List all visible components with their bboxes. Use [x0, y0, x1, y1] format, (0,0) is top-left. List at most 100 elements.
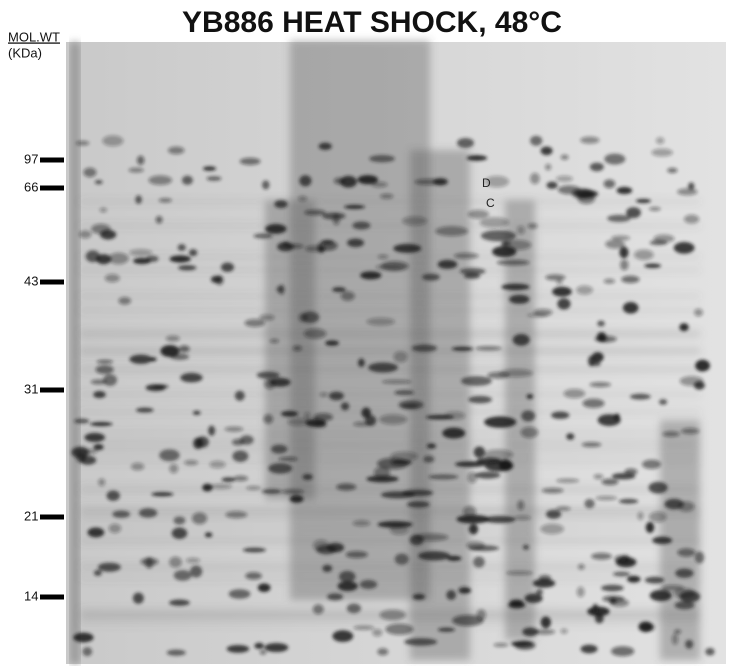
spot	[191, 512, 208, 525]
streak	[80, 489, 700, 493]
spot	[466, 155, 488, 161]
spot	[352, 520, 371, 527]
marker-label: 43	[24, 273, 38, 288]
spot	[412, 593, 426, 600]
spot	[459, 267, 486, 275]
spot	[437, 259, 458, 269]
spot	[673, 242, 695, 254]
streak	[80, 539, 700, 543]
spot	[305, 245, 325, 252]
spot	[336, 483, 357, 491]
spot	[522, 544, 530, 550]
spot	[280, 410, 299, 417]
spot	[373, 466, 391, 479]
spot	[426, 443, 437, 449]
spot	[404, 638, 438, 646]
spot	[530, 172, 540, 185]
spot	[102, 135, 124, 147]
spot	[505, 570, 533, 575]
spot	[649, 590, 672, 602]
spot	[673, 588, 696, 599]
streak	[80, 255, 700, 259]
streak	[80, 509, 700, 513]
spot	[645, 522, 655, 534]
spot	[630, 393, 651, 400]
spot	[259, 314, 275, 321]
spot	[671, 633, 679, 645]
spot	[106, 490, 120, 501]
spot	[626, 207, 641, 219]
spot	[145, 255, 159, 263]
spot	[104, 274, 120, 283]
streak	[80, 410, 700, 414]
spot	[437, 627, 456, 632]
spot	[208, 425, 216, 436]
spot	[620, 259, 629, 271]
spot	[435, 226, 469, 237]
marker-label: 14	[24, 588, 38, 603]
spot	[648, 511, 667, 523]
spot	[401, 404, 419, 409]
spot	[379, 609, 406, 621]
spot	[498, 369, 534, 378]
spot	[526, 394, 534, 400]
spot	[651, 148, 673, 157]
spot	[560, 628, 568, 634]
spot	[298, 312, 308, 323]
spot	[271, 444, 288, 454]
spot	[103, 374, 118, 386]
spot	[594, 613, 604, 624]
spot	[345, 550, 368, 559]
spot	[560, 154, 569, 160]
spot	[204, 532, 213, 538]
axis-label: MOL.WT	[8, 29, 60, 44]
spot	[411, 344, 437, 352]
spot	[667, 167, 678, 174]
spot	[140, 557, 159, 566]
spot	[148, 175, 173, 186]
spot	[459, 588, 472, 593]
spot	[621, 275, 640, 284]
spot	[694, 308, 704, 317]
spot	[694, 551, 705, 564]
spot	[463, 272, 481, 279]
spot	[277, 242, 294, 252]
spot	[603, 278, 616, 284]
spot	[662, 431, 680, 437]
spot	[366, 475, 399, 483]
spot	[339, 175, 357, 188]
spot	[588, 355, 595, 367]
spot	[589, 381, 611, 388]
spot	[605, 239, 625, 249]
spot	[96, 254, 112, 265]
spot	[620, 554, 631, 564]
spot	[196, 436, 209, 448]
spot	[454, 252, 479, 259]
marker-bar	[40, 185, 64, 191]
spot	[359, 579, 378, 589]
spot	[254, 642, 264, 649]
spot	[375, 263, 404, 271]
spot	[73, 632, 94, 643]
spot	[512, 333, 530, 346]
spot	[151, 492, 174, 497]
spot	[221, 262, 234, 272]
spot	[149, 357, 157, 362]
spot	[581, 442, 602, 448]
spot	[622, 302, 639, 314]
spot	[188, 249, 198, 257]
spot	[468, 545, 500, 552]
spot	[508, 601, 526, 609]
streak	[80, 621, 700, 625]
spot	[304, 412, 311, 421]
spot	[582, 398, 605, 409]
spot	[604, 153, 626, 165]
spot	[94, 180, 103, 185]
spot	[169, 463, 179, 474]
spot	[366, 317, 395, 326]
spot	[516, 225, 525, 235]
spot	[406, 501, 430, 508]
spot	[483, 515, 516, 524]
spot	[402, 216, 428, 226]
spot	[425, 414, 454, 420]
